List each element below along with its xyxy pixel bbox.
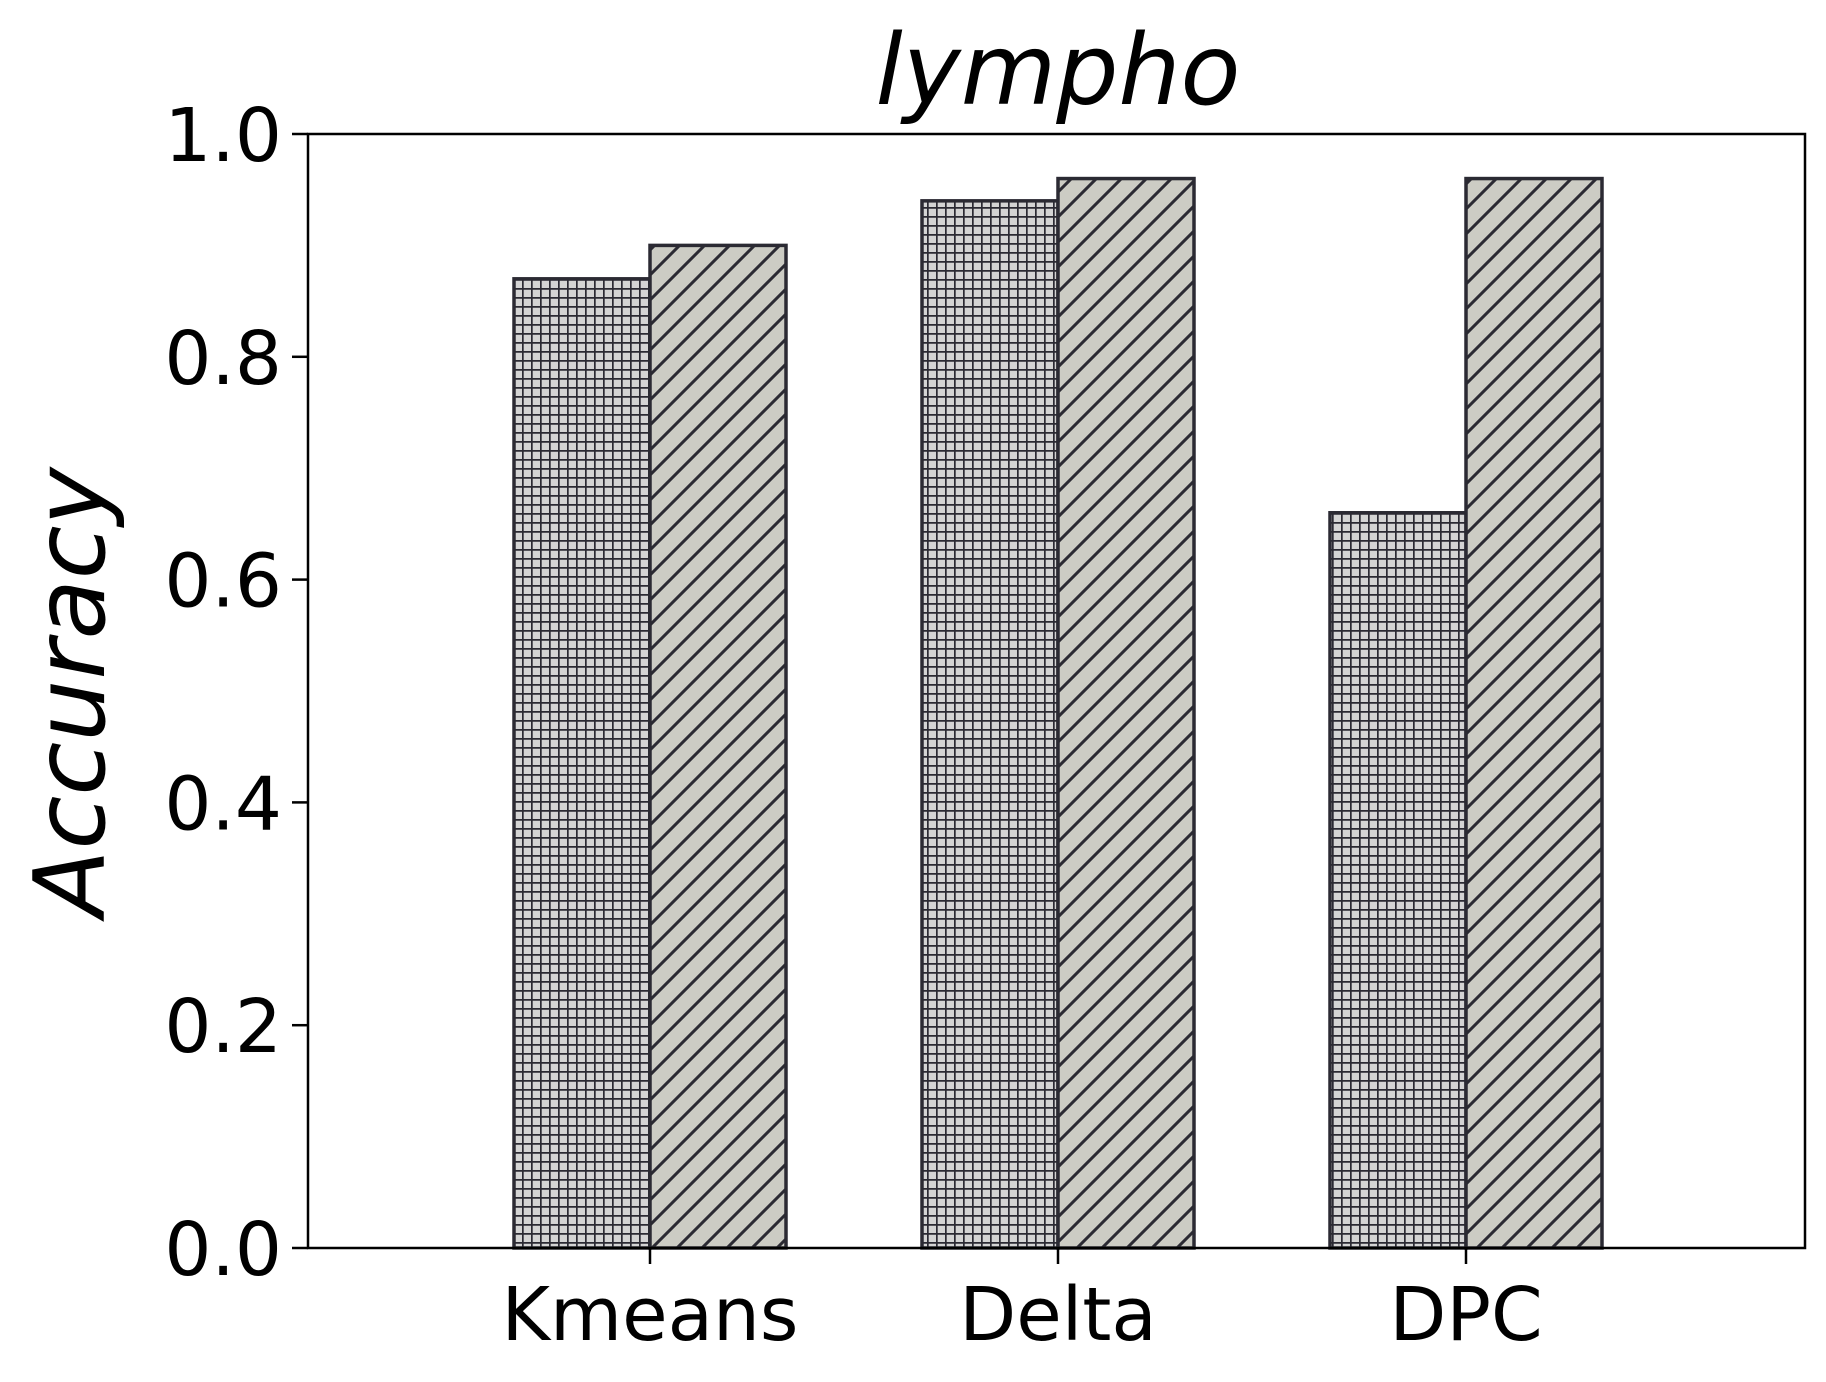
bar-delta-grid	[920, 199, 1060, 1250]
y-tick-label: 0.0	[164, 1207, 282, 1293]
y-axis: 0.0 0.2 0.4 0.6 0.8 1.0	[164, 93, 308, 1293]
bar-dpc-grid	[1328, 511, 1468, 1250]
x-tick-label-dpc: DPC	[1389, 1272, 1542, 1358]
y-tick-label: 0.4	[164, 761, 282, 847]
plot-frame	[306, 132, 1807, 1250]
chart-title: lympho	[876, 14, 1241, 128]
x-tick-label-kmeans: Kmeans	[502, 1272, 799, 1358]
x-axis: Kmeans Delta DPC	[502, 1248, 1543, 1358]
bar-kmeans-diagonal	[648, 243, 788, 1250]
bars-layer	[512, 176, 1604, 1250]
bar-delta-diagonal	[1056, 176, 1196, 1250]
bar-dpc-diagonal	[1464, 176, 1604, 1250]
y-axis-label: Accuracy	[14, 465, 128, 922]
bar-kmeans-grid	[512, 277, 652, 1250]
y-tick-label: 0.2	[164, 984, 282, 1070]
y-tick-label: 0.8	[164, 316, 282, 402]
y-tick-label: 1.0	[164, 93, 282, 179]
y-tick-label: 0.6	[164, 539, 282, 625]
x-tick-label-delta: Delta	[959, 1272, 1156, 1358]
